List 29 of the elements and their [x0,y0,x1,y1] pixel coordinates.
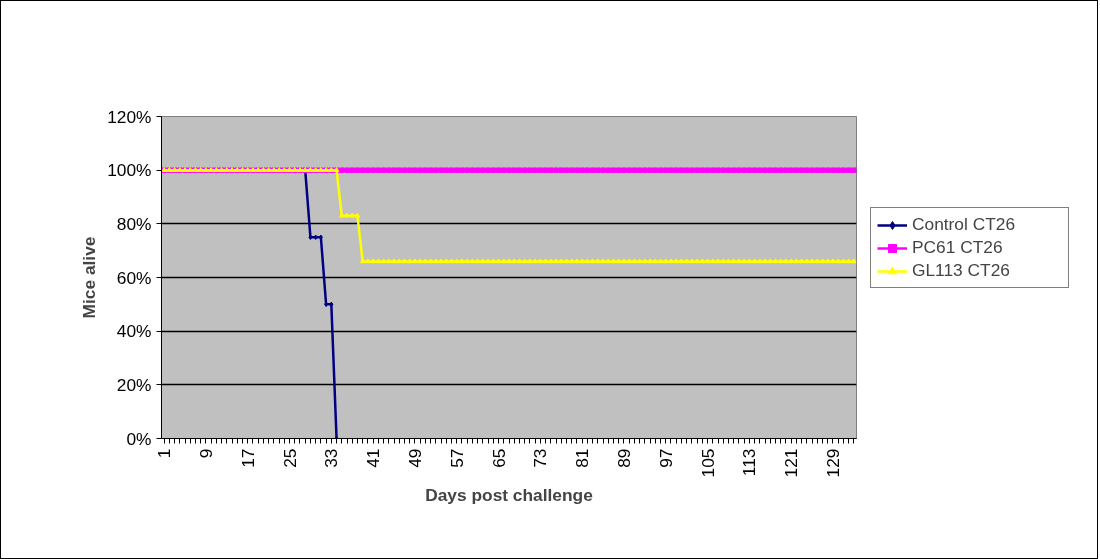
x-tick-label: 113 [739,448,760,477]
y-tick-label: 60% [116,267,152,288]
y-tick-label: 80% [116,213,152,234]
y-axis-title: Mice alive [79,236,100,319]
x-tick-label: 9 [195,448,216,459]
y-tick-label: 100% [107,160,152,181]
x-tick-label: 105 [697,448,718,478]
x-tick-label: 1 [154,448,175,459]
x-axis-title: Days post challenge [425,485,594,506]
y-tick-label: 120% [107,106,152,127]
x-tick-label: 97 [655,448,676,468]
x-tick-label: 33 [321,448,342,468]
x-tick-label: 17 [237,448,258,468]
y-tick-label: 0% [126,428,152,449]
x-tick-label: 57 [446,448,467,468]
x-tick-label: 25 [279,448,300,468]
y-tick-label: 20% [116,374,152,395]
x-tick-label: 65 [488,448,509,468]
x-tick-label: 49 [404,448,425,468]
legend-label: Control CT26 [912,214,1017,235]
x-tick-label: 73 [530,448,551,468]
x-tick-label: 89 [613,448,634,468]
x-tick-label: 121 [781,448,802,478]
x-tick-label: 81 [572,448,593,468]
legend-label: GL113 CT26 [912,260,1011,281]
x-tick-label: 41 [363,448,384,468]
y-tick-label: 40% [116,321,152,342]
x-tick-label: 129 [822,448,843,478]
legend-label: PC61 CT26 [912,237,1004,258]
